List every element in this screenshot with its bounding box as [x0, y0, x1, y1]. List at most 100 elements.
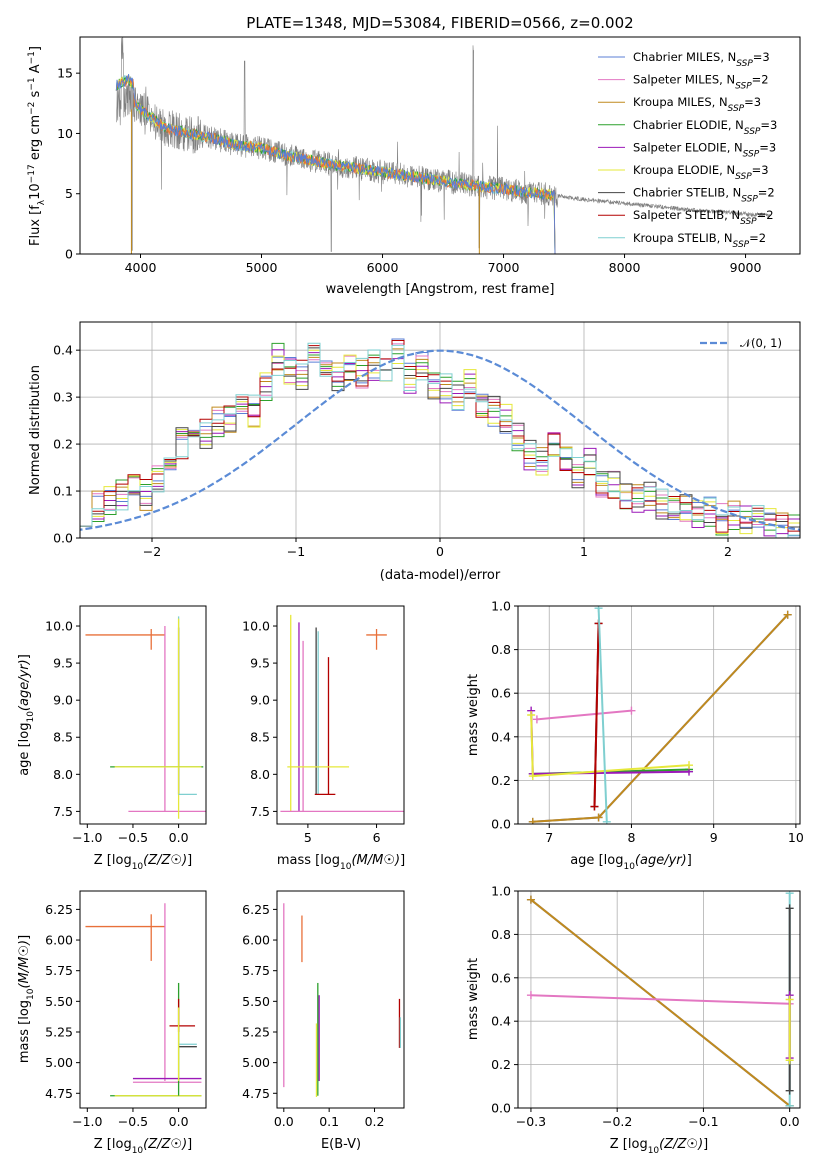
- gridlines: [518, 605, 800, 825]
- plot-area: [85, 903, 202, 1097]
- x-tick-label: 0.1: [319, 1114, 339, 1129]
- x-tick-label: 0.0: [274, 1114, 294, 1129]
- axes-frame: [517, 890, 801, 1109]
- weight-point: [602, 817, 611, 824]
- weight-line: [530, 898, 791, 1107]
- y-tick-label: 5.25: [45, 1024, 73, 1039]
- y-tick-label: 0.3: [53, 390, 73, 405]
- x-tick-label: 8000: [609, 260, 641, 275]
- weight-point: [627, 706, 636, 715]
- y-tick-label: 0.2: [491, 1057, 511, 1072]
- y-tick-label: 0.8: [491, 642, 511, 657]
- y-tick-label: 5: [65, 186, 73, 201]
- age-vs-metallicity-panel: −1.0 −0.5 0.0 7.5 8.0 8.5 9.0 9.5 10.0 Z [log10(Z…: [17, 605, 207, 872]
- y-tick-label: 4.75: [242, 1086, 270, 1101]
- x-tick-label: −1.0: [72, 1114, 102, 1129]
- legend-entry: Kroupa STELIB, NSSP=2: [633, 231, 766, 250]
- model-spectrum: [115, 74, 556, 254]
- weight-vs-metallicity-panel: −0.3 −0.2 −0.1 0.0 0.0 0.2 0.4 0.6 0.8 1.0 Z [log1…: [466, 884, 801, 1156]
- weight-point: [590, 802, 599, 811]
- y-tick-label: 9.5: [250, 656, 270, 671]
- x-tick-label: −2: [143, 544, 161, 559]
- y-tick-label: 1.0: [491, 599, 511, 614]
- axes-frame: [79, 605, 207, 825]
- y-tick-label: 5.75: [45, 963, 73, 978]
- y-tick-label: 0.2: [491, 773, 511, 788]
- x-tick-label: 0.0: [169, 830, 189, 845]
- y-tick-label: 8.5: [250, 730, 270, 745]
- x-axis-label: Z [log10(Z/Z☉)]: [610, 1137, 708, 1156]
- plot-area: [527, 606, 792, 824]
- y-tick-label: 0.4: [491, 729, 511, 744]
- weight-point: [528, 817, 537, 824]
- x-tick-label: 0.2: [365, 1114, 385, 1129]
- legend: 𝒩(0, 1): [700, 336, 782, 350]
- y-axis-label: Flux [fλ10−17 erg cm−2 s−1 A−1]: [27, 46, 47, 246]
- axes-frame: [517, 605, 801, 825]
- x-axis-label: Z [log10(Z/Z☉)]: [94, 853, 192, 872]
- mass-vs-metallicity-panel: −1.0 −0.5 0.0 4.75 5.00 5.25 5.50 5.75 6.00 6.25 Z…: [17, 890, 207, 1156]
- y-tick-label: 8.0: [53, 767, 73, 782]
- y-axis-label: mass weight: [466, 958, 481, 1040]
- legend-entry: Salpeter STELIB, NSSP=2: [633, 208, 774, 227]
- y-axis-label: Normed distribution: [28, 365, 43, 495]
- y-tick-label: 0.1: [53, 484, 73, 499]
- weight-point: [526, 991, 535, 1000]
- weight-line: [530, 994, 790, 1005]
- axes-frame: [79, 36, 801, 255]
- weight-point: [526, 895, 535, 904]
- x-axis-label: age [log10(age/yr)]: [570, 853, 692, 872]
- x-axis-label: wavelength [Angstrom, rest frame]: [326, 282, 555, 297]
- legend-entry: Chabrier ELODIE, NSSP=3: [633, 118, 777, 137]
- axes-frame: [79, 890, 207, 1109]
- y-tick-label: 5.50: [242, 994, 270, 1009]
- x-tick-label: 0.0: [169, 1114, 189, 1129]
- plot-area: [526, 891, 794, 1108]
- y-tick-label: 9.5: [53, 656, 73, 671]
- legend-entry: 𝒩(0, 1): [740, 336, 782, 350]
- x-axis-label: E(B-V): [321, 1137, 361, 1152]
- legend: Chabrier MILES, NSSP=3 Salpeter MILES, NS…: [598, 50, 777, 250]
- weight-point: [527, 711, 536, 719]
- observed-spectrum: [116, 37, 770, 252]
- plot-area: [80, 338, 800, 538]
- legend-entry: Kroupa MILES, NSSP=3: [633, 95, 761, 114]
- y-tick-label: 0.6: [491, 970, 511, 985]
- y-tick-label: 9.0: [53, 693, 73, 708]
- weight-line: [530, 710, 690, 775]
- x-tick-label: −0.5: [118, 830, 148, 845]
- weight-line: [593, 623, 600, 807]
- legend-entry: Kroupa ELODIE, NSSP=3: [633, 163, 769, 182]
- x-tick-label: 4000: [125, 260, 157, 275]
- y-tick-label: 10: [57, 126, 73, 141]
- weight-line: [532, 614, 789, 823]
- y-axis-label: age [log10(age/yr)]: [17, 654, 36, 776]
- y-tick-label: 5.00: [45, 1055, 73, 1070]
- x-tick-label: −1: [287, 544, 305, 559]
- y-tick-label: 10.0: [45, 619, 73, 634]
- axes-frame: [276, 605, 405, 825]
- y-tick-label: 4.75: [45, 1086, 73, 1101]
- x-tick-label: 2: [724, 544, 732, 559]
- y-tick-label: 8.5: [53, 730, 73, 745]
- x-axis-label: mass [log10(M/M☉)]: [277, 853, 405, 872]
- plot-area: [280, 614, 404, 813]
- x-axis-label: Z [log10(Z/Z☉)]: [94, 1137, 192, 1156]
- x-tick-label: 0: [436, 544, 444, 559]
- weight-point: [785, 1101, 794, 1108]
- weight-line: [532, 614, 789, 823]
- x-tick-label: 5000: [246, 260, 278, 275]
- y-tick-label: 6.00: [45, 933, 73, 948]
- residuals-panel: −2 −1 0 1 2 0.0 0.1 0.2 0.3 0.4 (data-model)/error…: [28, 321, 801, 583]
- weight-line: [536, 709, 632, 721]
- x-tick-label: 0.0: [780, 1114, 800, 1129]
- weight-point: [785, 1086, 794, 1095]
- y-tick-label: 0.0: [53, 531, 73, 546]
- residual-histogram: [80, 342, 800, 538]
- weight-point: [785, 1056, 794, 1065]
- x-tick-label: 1: [580, 544, 588, 559]
- y-tick-label: 0.0: [491, 1101, 511, 1116]
- y-tick-label: 5.75: [242, 963, 270, 978]
- x-tick-label: 9: [710, 830, 718, 845]
